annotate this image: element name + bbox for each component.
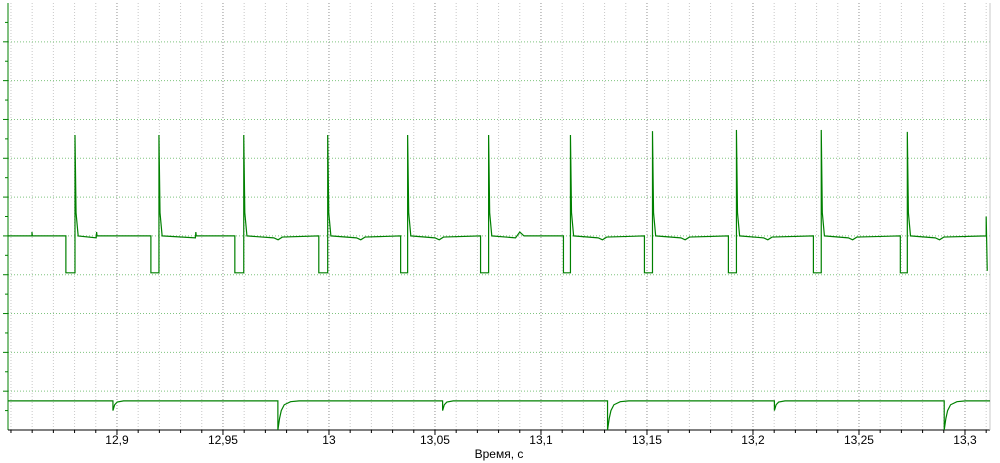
x-axis-label: Время, с — [475, 447, 524, 461]
x-tick-label: 13,3 — [953, 433, 977, 447]
x-tick-label: 13,25 — [844, 433, 874, 447]
trace — [8, 129, 988, 274]
x-tick-label: 13,15 — [632, 433, 662, 447]
trace — [8, 400, 990, 431]
x-tick-label: 13,1 — [529, 433, 553, 447]
x-tick-label: 12,9 — [105, 433, 129, 447]
x-tick-label: 12,95 — [208, 433, 238, 447]
x-tick-label: 13,05 — [420, 433, 450, 447]
x-tick-label: 13,2 — [741, 433, 765, 447]
x-tick-label: 13 — [322, 433, 336, 447]
